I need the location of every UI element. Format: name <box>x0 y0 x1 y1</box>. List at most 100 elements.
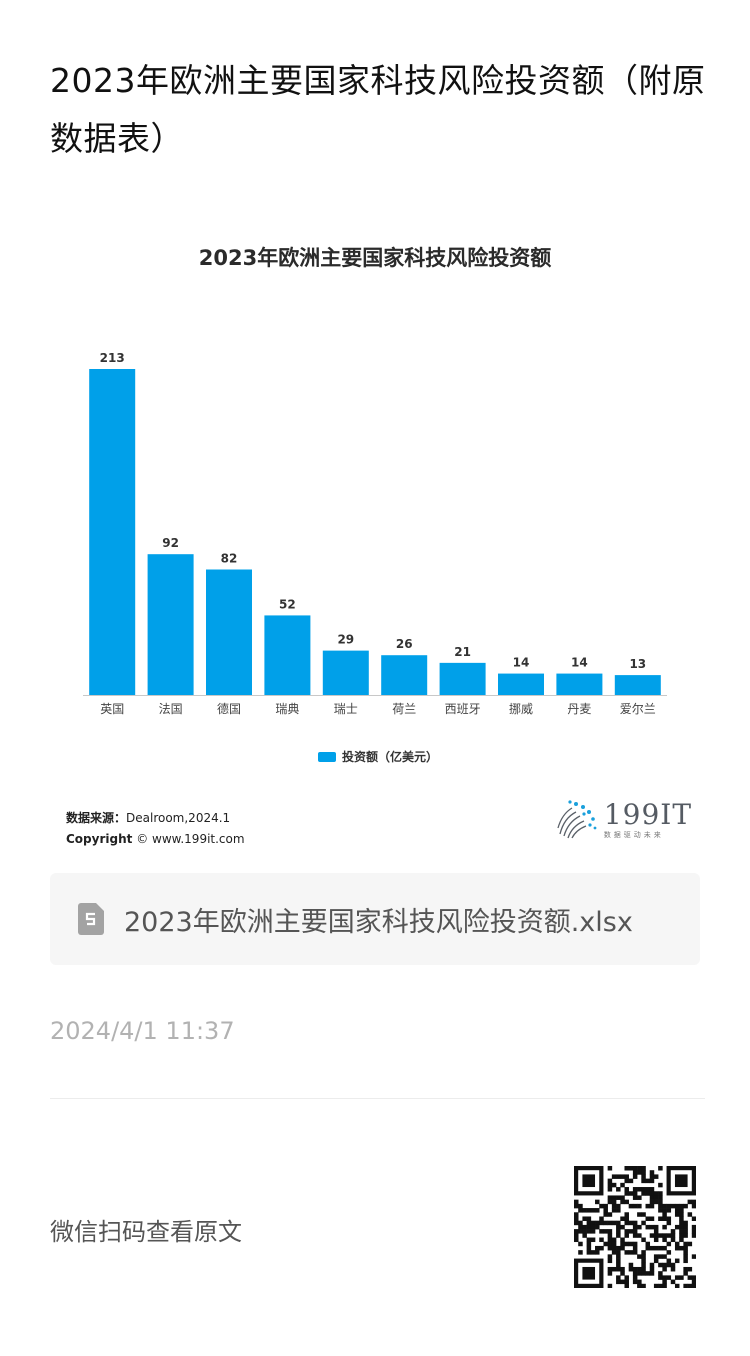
qr-module <box>607 1254 613 1259</box>
qr-module <box>620 1237 625 1243</box>
qr-module <box>628 1250 634 1255</box>
qr-module <box>624 1250 629 1255</box>
qr-module <box>679 1245 684 1251</box>
qr-module <box>590 1237 596 1243</box>
qr-module <box>658 1195 663 1200</box>
qr-module <box>649 1266 655 1272</box>
qr-module <box>637 1187 642 1192</box>
qr-module <box>574 1229 579 1234</box>
copyright-label: Copyright <box>66 832 133 846</box>
qr-module <box>691 1224 696 1230</box>
qr-module <box>691 1229 696 1234</box>
qr-module <box>666 1275 672 1280</box>
qr-module <box>687 1283 693 1288</box>
qr-module <box>683 1245 688 1251</box>
qr-module <box>590 1224 596 1230</box>
divider <box>50 1098 705 1099</box>
qr-module <box>645 1245 651 1251</box>
qr-module <box>662 1254 667 1259</box>
qr-module <box>662 1208 667 1213</box>
qr-module <box>679 1224 684 1230</box>
qr-module <box>641 1271 646 1276</box>
qr-module <box>649 1224 655 1230</box>
qr-module <box>620 1174 625 1179</box>
qr-module <box>611 1245 617 1251</box>
qr-module <box>607 1283 613 1288</box>
bar <box>206 569 252 695</box>
qr-module <box>616 1208 621 1213</box>
qr-module <box>658 1245 663 1251</box>
file-attachment[interactable]: 2023年欧洲主要国家科技风险投资额.xlsx <box>50 873 700 965</box>
data-label: 52 <box>279 597 296 611</box>
qr-module <box>599 1203 604 1209</box>
qr-module <box>611 1266 617 1272</box>
qr-module <box>658 1166 663 1171</box>
qr-module <box>637 1224 642 1230</box>
qr-module <box>641 1262 646 1268</box>
qr-module <box>641 1174 646 1179</box>
qr-module <box>616 1279 621 1285</box>
qr-module <box>590 1208 596 1213</box>
chart-image[interactable]: 213 英国 92 法国 82 德国 52 瑞典 29 瑞士 26 荷兰 21 西班牙 14 挪威 14 丹麦 13… <box>50 220 700 860</box>
qr-module <box>607 1237 613 1243</box>
qr-module <box>637 1279 642 1285</box>
qr-module <box>637 1212 642 1217</box>
qr-module <box>624 1199 629 1205</box>
qr-module <box>679 1229 684 1234</box>
qr-module <box>674 1283 680 1288</box>
qr-module <box>649 1199 655 1205</box>
qr-module <box>679 1237 684 1243</box>
qr-module <box>611 1208 617 1213</box>
brand-name: 199IT <box>603 798 692 831</box>
qr-module <box>658 1271 663 1276</box>
qr-module <box>683 1220 688 1226</box>
qr-module <box>607 1229 613 1234</box>
qr-finder-core <box>582 1266 596 1280</box>
qr-module <box>679 1275 684 1280</box>
qr-module <box>641 1250 646 1255</box>
bar <box>614 675 661 695</box>
qr-module <box>620 1199 625 1205</box>
qr-module <box>578 1224 583 1230</box>
qr-module <box>616 1195 621 1200</box>
qr-module <box>662 1279 667 1285</box>
qr-module <box>637 1266 642 1272</box>
qr-code[interactable] <box>574 1166 696 1288</box>
qr-module <box>691 1279 696 1285</box>
qr-module <box>578 1250 583 1255</box>
x-tick-label: 西班牙 <box>445 702 481 716</box>
qr-module <box>599 1220 604 1226</box>
qr-module <box>674 1203 680 1209</box>
qr-module <box>603 1203 608 1209</box>
qr-module <box>666 1262 672 1268</box>
qr-module <box>691 1283 696 1288</box>
qr-module <box>624 1229 629 1234</box>
qr-module <box>649 1178 655 1184</box>
qr-module <box>620 1266 625 1272</box>
qr-module <box>624 1187 629 1192</box>
qr-module <box>607 1220 613 1226</box>
data-label: 14 <box>513 656 530 670</box>
qr-module <box>632 1233 638 1238</box>
qr-module <box>637 1166 642 1171</box>
qr-module <box>649 1233 655 1238</box>
publish-timestamp: 2024/4/1 11:37 <box>50 1017 235 1045</box>
qr-module <box>649 1271 655 1276</box>
qr-module <box>574 1199 579 1205</box>
qr-module <box>607 1258 613 1264</box>
qr-module <box>628 1241 634 1247</box>
qr-module <box>632 1275 638 1280</box>
qr-module <box>670 1262 676 1268</box>
qr-module <box>607 1266 613 1272</box>
qr-module <box>662 1283 667 1288</box>
qr-module <box>586 1208 592 1213</box>
x-tick-label: 挪威 <box>509 702 533 716</box>
qr-module <box>683 1250 688 1255</box>
qr-module <box>653 1229 659 1234</box>
qr-module <box>637 1283 642 1288</box>
qr-module <box>658 1191 663 1196</box>
qr-module <box>674 1224 680 1230</box>
brand-dots-icon <box>557 800 597 839</box>
qr-module <box>607 1166 613 1171</box>
qr-module <box>649 1203 655 1209</box>
